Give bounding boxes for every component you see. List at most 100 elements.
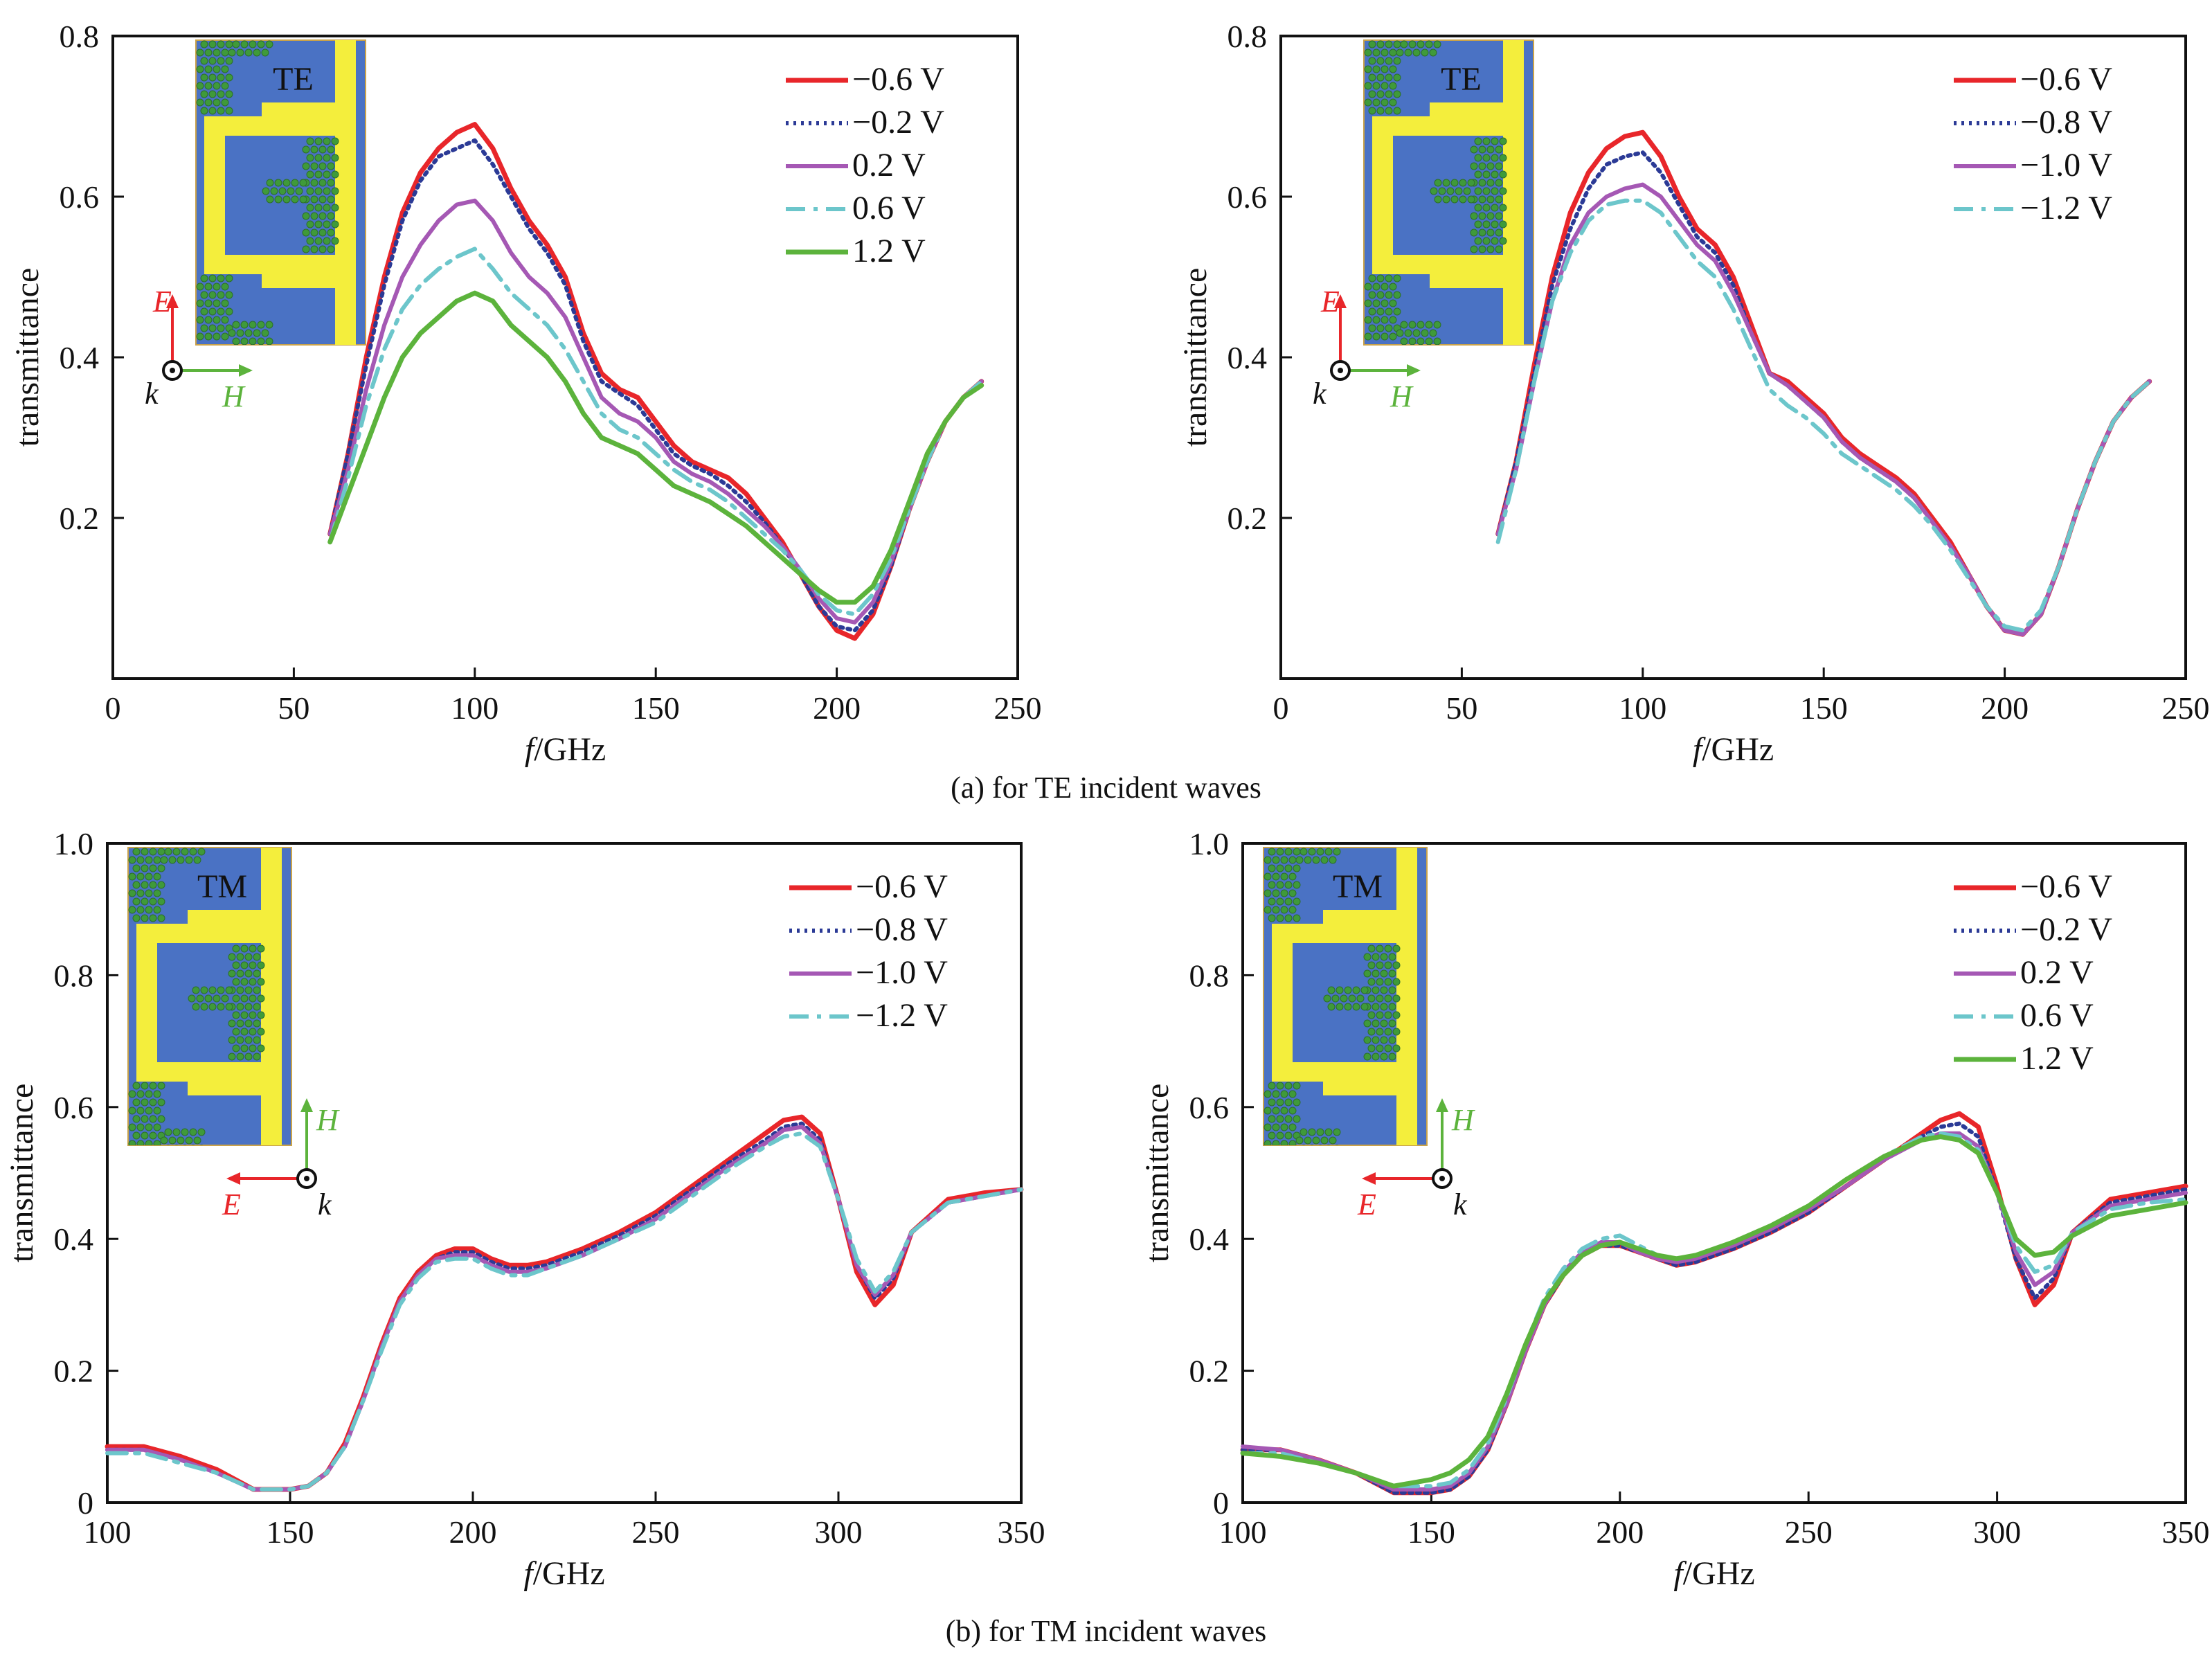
series-line-4: [105, 1131, 1023, 1492]
y-axis-label: transmittance: [3, 1084, 40, 1263]
panel-a-right-te-chart: 0 50 100 150 200 250 0.2 0.4 0.6 0.8 f/GHz transmit…: [1177, 19, 2210, 768]
inset-graphene-bottom-strip: [228, 321, 273, 345]
y-tick-label: 0.8: [60, 19, 100, 54]
inset-metal-bottom-arm: [1272, 1062, 1396, 1082]
unit-cell-inset: TE: [1363, 39, 1534, 346]
e-field-label: E: [152, 285, 172, 319]
inset-metal-top-arm: [1372, 116, 1503, 136]
panel-a-left-te-chart: 0 50 100 150 200 250 0.2 0.4 0.6 0.8 f/GHz transmit…: [9, 19, 1042, 768]
legend-label-1: −0.6 V: [856, 868, 948, 905]
h-field-arrowhead: [300, 1098, 313, 1112]
y-tick-label: 0: [1213, 1485, 1229, 1521]
e-field-arrowhead: [1334, 294, 1347, 308]
y-tick-label: 0: [78, 1485, 93, 1521]
series-line-3: [327, 198, 984, 625]
x-tick-label: 200: [1981, 690, 2029, 726]
unit-cell-inset: TM: [1263, 847, 1428, 1146]
inset-metal-top-arm: [1272, 924, 1396, 943]
y-tick-label: 0.2: [54, 1354, 94, 1389]
inset-graphene-bottom-strip: [160, 1128, 206, 1145]
field-axes-inset: H E k: [1357, 1098, 1475, 1221]
inset-metal-left-arm: [204, 116, 225, 272]
x-tick-label: 200: [1596, 1514, 1644, 1550]
x-tick-label: 150: [267, 1514, 314, 1550]
inset-graphene-right: [1470, 137, 1507, 253]
inset-metal-left-arm: [136, 924, 157, 1080]
inset-graphene-top-strip: [160, 848, 206, 864]
legend-label-3: −1.0 V: [856, 954, 948, 991]
inset-metal-bar: [1396, 848, 1417, 1145]
inset-metal-top-stub: [188, 910, 278, 925]
legend-label-3: 0.2 V: [2020, 954, 2094, 991]
x-tick-label: 200: [449, 1514, 497, 1550]
y-tick-label: 0.6: [54, 1090, 94, 1125]
legend-label-4: −1.2 V: [2020, 190, 2112, 226]
y-axis-label: transmittance: [1139, 1084, 1176, 1263]
x-tick-label: 300: [1973, 1514, 2021, 1550]
h-field-arrowhead: [1436, 1098, 1448, 1112]
x-tick-label: 200: [813, 690, 861, 726]
series-line-4: [1241, 1131, 2188, 1489]
legend-label-3: −1.0 V: [2020, 147, 2112, 183]
h-field-label: H: [222, 379, 246, 413]
series-line-1: [327, 122, 984, 641]
plot-frame: [1241, 842, 2187, 1504]
series-line-1: [1240, 1111, 2188, 1496]
legend-label-1: −0.6 V: [2020, 868, 2112, 905]
h-field-label: H: [1451, 1103, 1475, 1137]
legend-label-4: −1.2 V: [856, 997, 948, 1034]
h-field-label: H: [316, 1103, 340, 1137]
inset-graphene-top-strip: [1295, 848, 1341, 864]
e-field-arrowhead: [226, 1172, 240, 1185]
series-line-4: [327, 247, 984, 617]
x-tick-label: 250: [2162, 690, 2210, 726]
k-label: k: [1453, 1188, 1468, 1221]
series-line-1: [105, 1114, 1024, 1492]
k-label: k: [318, 1188, 332, 1221]
x-tick-label: 150: [1408, 1514, 1455, 1550]
x-axis-label: f/GHz: [523, 1555, 604, 1592]
field-axes-inset: E Hk: [1313, 285, 1421, 413]
inset-metal-bottom-stub: [188, 1080, 278, 1095]
series-line-2: [1241, 1121, 2188, 1495]
inset-graphene-bottom-left: [1364, 274, 1401, 341]
e-field-label: E: [1357, 1188, 1376, 1221]
x-tick-label: 250: [994, 690, 1042, 726]
inset-graphene-top-strip: [1396, 40, 1441, 57]
inset-graphene-top-left: [1264, 848, 1301, 922]
y-tick-label: 1.0: [1189, 826, 1230, 861]
x-tick-label: 300: [815, 1514, 863, 1550]
legend-label-1: −0.6 V: [2020, 61, 2112, 98]
legend-label-2: −0.8 V: [2020, 104, 2112, 141]
series-line-5: [327, 290, 984, 605]
legend-label-2: −0.2 V: [852, 104, 944, 141]
legend-label-1: −0.6 V: [852, 61, 944, 98]
y-tick-label: 0.6: [1228, 179, 1268, 215]
inset-graphene-center-stub: [1323, 986, 1369, 1011]
y-tick-label: 0.4: [60, 340, 100, 375]
y-tick-label: 0.8: [54, 958, 94, 993]
legend-label-4: 0.6 V: [2020, 997, 2094, 1034]
inset-metal-left-arm: [1272, 924, 1293, 1080]
inset-mode-label: TM: [197, 868, 247, 905]
legend: −0.6 V −0.8 V −1.0 V −1.2 V: [789, 868, 948, 1034]
series-line-4: [1495, 198, 2152, 633]
x-axis-label: f/GHz: [525, 731, 606, 768]
inset-metal-bottom-stub: [1430, 273, 1520, 288]
y-axis-label: transmittance: [9, 268, 46, 447]
legend-label-5: 1.2 V: [852, 233, 926, 269]
y-axis-label: transmittance: [1177, 268, 1214, 447]
inset-metal-top-arm: [136, 924, 261, 943]
h-field-label: H: [1390, 379, 1414, 413]
x-tick-label: 350: [2162, 1514, 2210, 1550]
y-tick-label: 0.6: [60, 179, 100, 215]
h-field-arrowhead: [1407, 364, 1421, 377]
x-tick-label: 150: [1800, 690, 1848, 726]
inset-graphene-right: [302, 137, 339, 253]
inset-graphene-bottom-left: [196, 274, 233, 341]
inset-metal-left-arm: [1372, 116, 1393, 272]
x-tick-label: 100: [1619, 690, 1666, 726]
x-tick-label: 100: [84, 1514, 132, 1550]
x-tick-label: 100: [1219, 1514, 1267, 1550]
